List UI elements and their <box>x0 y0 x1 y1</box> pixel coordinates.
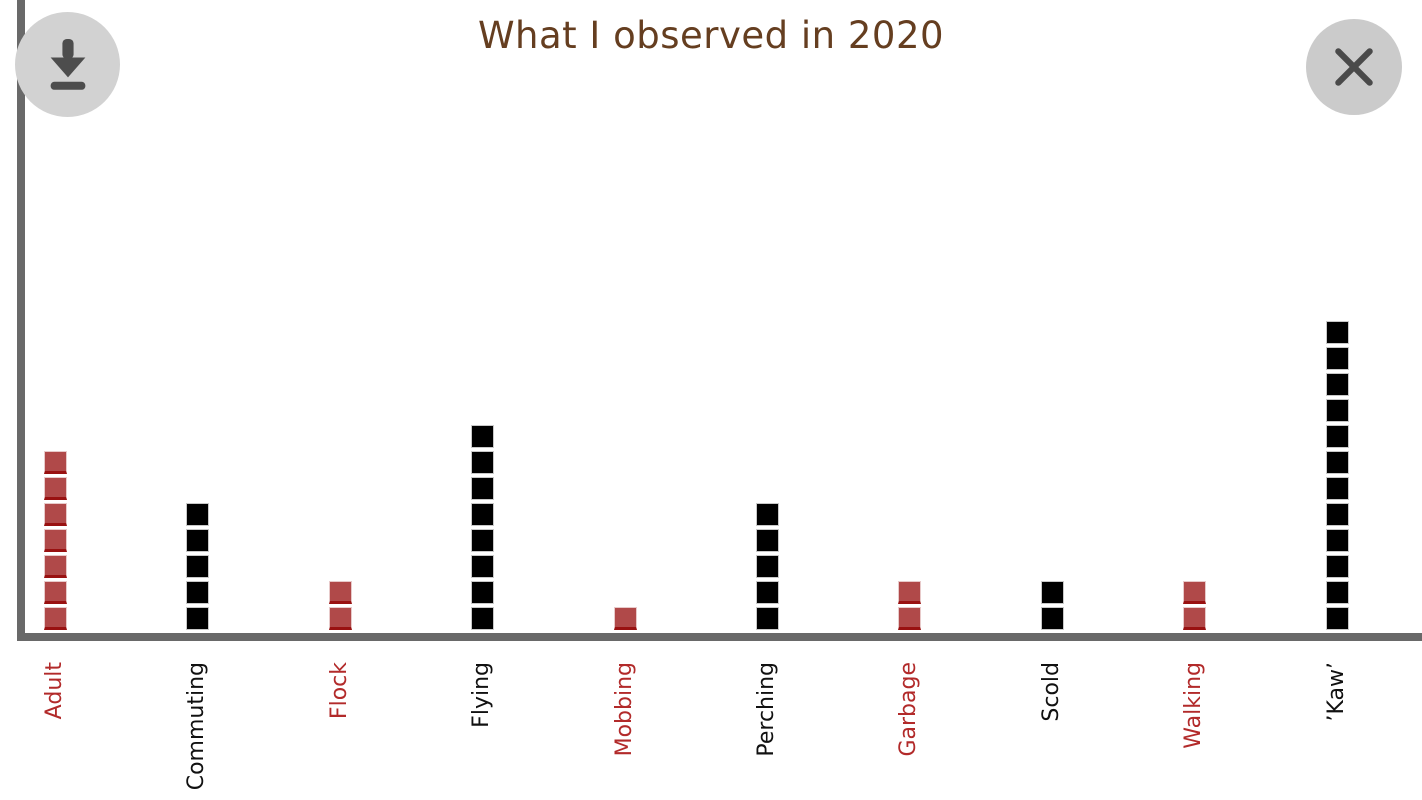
x-axis-label: Commuting <box>184 662 210 791</box>
waffle-square <box>898 607 922 630</box>
waffle-square <box>1325 347 1349 370</box>
waffle-square <box>756 581 779 604</box>
waffle-square <box>44 581 67 604</box>
chart-column-kaw <box>1325 321 1350 630</box>
x-axis-line <box>17 633 1422 641</box>
waffle-square <box>186 581 210 604</box>
close-x-icon <box>1326 39 1382 95</box>
chart-column-garbage <box>898 581 922 630</box>
chart-column-commuting <box>186 503 210 630</box>
waffle-square <box>328 581 352 604</box>
waffle-square <box>756 529 779 552</box>
waffle-square <box>898 581 922 604</box>
waffle-square <box>44 503 67 526</box>
x-axis-label: Walking <box>1181 662 1207 749</box>
chart-column-perching <box>756 503 780 630</box>
x-axis-label: Flying <box>469 662 495 728</box>
waffle-square <box>613 607 637 630</box>
waffle-square <box>186 529 210 552</box>
waffle-square <box>328 607 352 630</box>
waffle-square <box>756 607 779 630</box>
waffle-square <box>1325 607 1349 630</box>
close-button[interactable] <box>1306 19 1402 115</box>
waffle-square <box>1325 503 1349 526</box>
download-button[interactable] <box>15 12 120 117</box>
chart-column-scold <box>1040 581 1065 630</box>
chart-column-mobbing <box>613 607 638 630</box>
waffle-square <box>1325 425 1349 448</box>
waffle-square <box>44 607 67 630</box>
waffle-square <box>44 477 67 500</box>
waffle-square <box>44 451 67 474</box>
waffle-square <box>1325 529 1349 552</box>
x-axis-label: Mobbing <box>611 662 637 757</box>
download-icon <box>37 34 99 96</box>
waffle-square <box>44 529 67 552</box>
waffle-square <box>186 607 210 630</box>
x-axis-label: Garbage <box>896 662 922 757</box>
waffle-square <box>1325 477 1349 500</box>
waffle-square <box>756 555 779 578</box>
chart-title: What I observed in 2020 <box>477 14 945 57</box>
waffle-square <box>1325 451 1349 474</box>
x-axis-label: Perching <box>754 662 779 757</box>
waffle-square <box>471 451 495 474</box>
chart-column-flock <box>328 581 353 630</box>
waffle-square <box>471 477 495 500</box>
waffle-square <box>1325 373 1349 396</box>
waffle-square <box>44 555 67 578</box>
chart-column-flying <box>471 425 495 630</box>
waffle-square <box>1325 321 1349 344</box>
waffle-square <box>471 607 495 630</box>
x-axis-label: ’Kaw’ <box>1323 662 1349 722</box>
waffle-square <box>1183 581 1207 604</box>
y-axis-line <box>17 0 25 641</box>
waffle-square <box>471 555 495 578</box>
x-axis-label: Scold <box>1038 662 1064 722</box>
waffle-square <box>1040 581 1064 604</box>
waffle-square <box>1325 555 1349 578</box>
waffle-square <box>756 503 779 526</box>
chart-column-adult <box>44 451 68 630</box>
chart-column-walking <box>1183 581 1207 630</box>
waffle-square <box>471 581 495 604</box>
waffle-square <box>471 503 495 526</box>
x-axis-label: Flock <box>326 662 352 720</box>
waffle-square <box>186 503 210 526</box>
waffle-square <box>1040 607 1064 630</box>
x-axis-label: Adult <box>42 662 67 720</box>
waffle-square <box>471 425 495 448</box>
waffle-square <box>471 529 495 552</box>
waffle-square <box>1183 607 1207 630</box>
waffle-square <box>1325 581 1349 604</box>
waffle-square <box>1325 399 1349 422</box>
waffle-square <box>186 555 210 578</box>
